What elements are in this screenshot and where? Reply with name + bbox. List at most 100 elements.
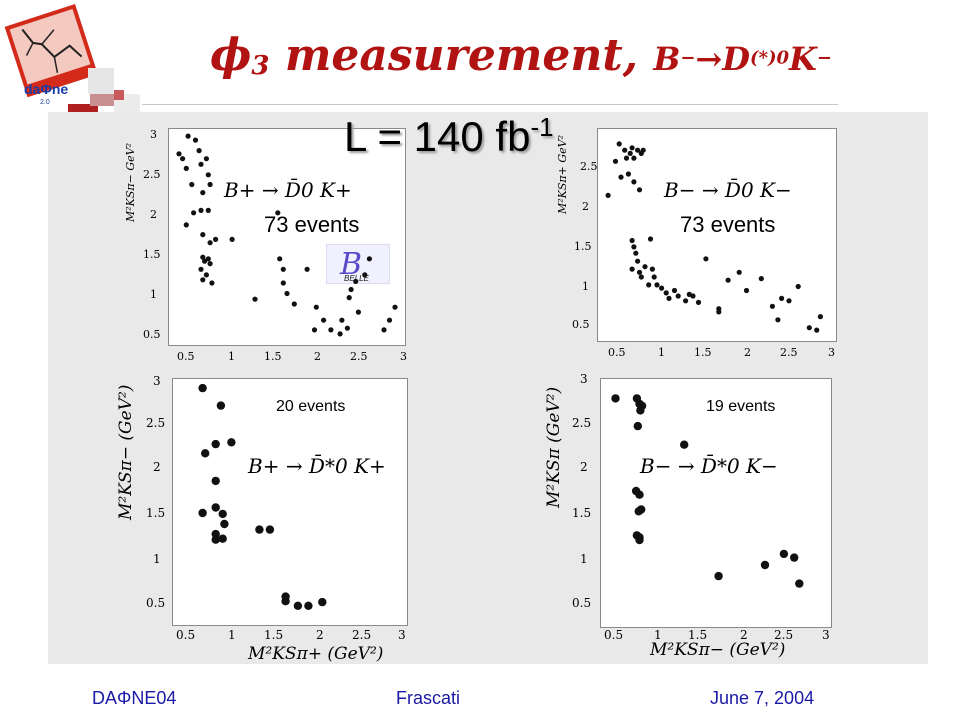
p1-ytick-2.5: 2.5 — [143, 168, 161, 181]
p2-point-28 — [663, 290, 669, 296]
p4-point-0 — [611, 394, 620, 403]
p2-point-39 — [736, 269, 742, 275]
p3-point-5 — [211, 476, 220, 486]
p1-point-22 — [207, 261, 213, 267]
p1-point-44 — [362, 272, 368, 278]
p2-point-12 — [636, 187, 643, 193]
p3-point-11 — [211, 535, 220, 544]
p4-xtick-2.5: 2.5 — [774, 628, 794, 642]
p1-ytick-1.5: 1.5 — [143, 248, 161, 261]
p2-point-32 — [683, 298, 689, 304]
p3-point-14 — [265, 525, 275, 534]
p3-ytick-2.5: 2.5 — [146, 416, 166, 430]
title-b: B — [653, 40, 681, 78]
slide-title: ϕ3 measurement, B−→D(*)0K− — [210, 30, 930, 90]
p1-point-4 — [196, 148, 202, 154]
p2-point-15 — [629, 237, 635, 244]
belle-logo-word: BELLE — [344, 274, 370, 283]
p4-xtick-0.5: 0.5 — [604, 628, 624, 642]
p2-ytick-1: 1 — [582, 280, 589, 293]
p2-point-30 — [671, 287, 678, 294]
p2-point-21 — [638, 274, 644, 280]
p1-xtick-1: 1 — [228, 350, 235, 363]
p1-point-47 — [386, 317, 393, 323]
p1-point-7 — [205, 172, 211, 178]
p2-point-7 — [631, 155, 637, 161]
p1-point-6 — [203, 156, 209, 162]
p1-point-1 — [180, 156, 186, 162]
p1-ytick-0.5: 0.5 — [143, 328, 161, 341]
p1-point-48 — [392, 304, 398, 310]
dalitz-plot-b-plus-dstar0 — [172, 378, 408, 626]
p2-point-0 — [605, 192, 611, 198]
p1-scatter-points — [176, 133, 398, 337]
p2-point-16 — [631, 244, 637, 250]
p1-point-10 — [200, 190, 206, 196]
p3-point-8 — [218, 509, 227, 519]
p1-point-14 — [183, 222, 189, 228]
p1-events-label: 73 events — [264, 212, 360, 237]
p2-decay-label: B− → D̄0 K− — [664, 178, 792, 202]
p2-point-23 — [646, 282, 652, 288]
p2-point-13 — [625, 171, 631, 177]
title-divider — [142, 104, 838, 105]
p3-point-9 — [220, 519, 229, 529]
belle-logo-letter: B — [339, 247, 362, 282]
title-phi: ϕ — [210, 30, 252, 81]
p1-ytick-3: 3 — [150, 128, 157, 141]
p1-point-29 — [277, 256, 283, 262]
p3-ytick-0.5: 0.5 — [146, 596, 166, 610]
p4-xtick-3: 3 — [822, 628, 830, 642]
p1-xtick-2: 2 — [314, 350, 321, 363]
p3-xtick-1.5: 1.5 — [264, 628, 284, 642]
p3-ytick-1: 1 — [153, 552, 161, 566]
p1-point-9 — [189, 181, 195, 188]
p3-xlabel: M²KSπ+ (GeV²) — [248, 644, 384, 664]
p1-ylabel: M²KSπ− GeV² — [124, 142, 137, 222]
p3-point-0 — [198, 383, 207, 393]
p1-decay-label: B+ → D̄0 K+ — [224, 178, 352, 202]
footer-date: June 7, 2004 — [710, 688, 815, 708]
p2-point-14 — [618, 174, 624, 180]
p1-ytick-1: 1 — [150, 288, 157, 301]
p3-point-12 — [218, 534, 227, 543]
p3-events-label: 20 events — [276, 398, 346, 415]
p4-ylabel: M²KSπ (GeV²) — [544, 386, 564, 508]
p1-point-20 — [202, 258, 208, 264]
p4-ytick-3: 3 — [580, 372, 588, 386]
p1-point-11 — [207, 181, 213, 188]
luminosity-exponent: -1 — [530, 112, 554, 142]
belle-logo: B BELLE — [326, 244, 390, 284]
p3-point-4 — [227, 438, 236, 447]
p1-xtick-0.5: 0.5 — [177, 350, 195, 363]
p2-point-46 — [795, 283, 801, 290]
p1-point-38 — [337, 331, 343, 337]
p2-point-34 — [690, 293, 696, 299]
p3-ylabel: M²KSπ− (GeV²) — [116, 384, 136, 520]
p4-point-6 — [635, 490, 644, 499]
p2-point-17 — [633, 250, 639, 256]
p1-point-42 — [353, 278, 359, 284]
p2-ytick-1.5: 1.5 — [574, 240, 592, 253]
p4-xtick-1.5: 1.5 — [688, 628, 708, 642]
title-k-sup: − — [816, 47, 832, 69]
p1-point-16 — [200, 232, 206, 238]
p3-ytick-1.5: 1.5 — [146, 506, 166, 520]
p4-xtick-2: 2 — [740, 628, 748, 642]
p4-point-14 — [779, 549, 789, 559]
p2-ytick-2: 2 — [582, 200, 589, 213]
p1-point-31 — [280, 280, 286, 286]
p1-point-0 — [176, 151, 182, 157]
p2-ylabel: M²KSπ+ GeV² — [556, 134, 569, 214]
p1-xtick-1.5: 1.5 — [264, 350, 282, 363]
title-k: K — [789, 40, 817, 78]
p2-point-10 — [640, 147, 646, 153]
p2-point-35 — [695, 299, 702, 305]
p1-point-5 — [198, 161, 204, 167]
dalitz-plot-b-minus-d0 — [597, 128, 837, 342]
p2-point-38 — [725, 277, 731, 283]
p1-point-39 — [339, 317, 345, 323]
p1-point-32 — [284, 290, 290, 297]
p2-xtick-3: 3 — [828, 346, 835, 359]
p2-point-47 — [806, 325, 812, 331]
